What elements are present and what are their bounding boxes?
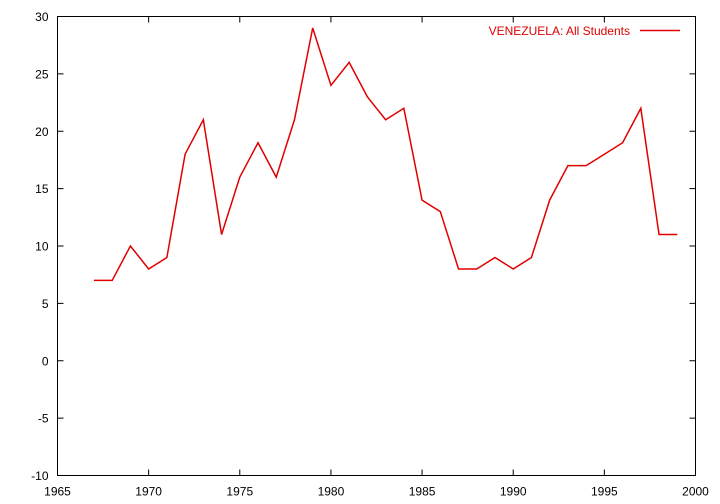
y-tick-label: -10 [31,469,49,483]
legend: VENEZUELA: All Students [489,24,680,38]
y-tick-label: 0 [42,354,49,368]
plot-area [93,27,678,282]
y-tick-label: 15 [35,182,49,196]
y-tick-label: 20 [35,125,49,139]
x-tick-label: 1970 [135,485,162,499]
x-tick-label: 2000 [682,485,709,499]
y-tick-label: -5 [38,412,49,426]
y-tick-label: 5 [42,297,49,311]
y-tick-label: 25 [35,67,49,81]
x-tick-label: 1980 [318,485,345,499]
axis-ticks: 1965 1970 1975 1980 1985 1990 1995 2000 -10 -5 0 5 1… [31,10,709,499]
legend-label: VENEZUELA: All Students [489,24,630,38]
x-tick-label: 1975 [226,485,253,499]
y-tick-label: 10 [35,240,49,254]
x-tick-label: 1990 [500,485,527,499]
x-tick-label: 1995 [591,485,618,499]
x-tick-label: 1985 [409,485,436,499]
x-tick-label: 1965 [44,485,71,499]
y-tick-label: 30 [35,10,49,24]
plot-frame [57,16,696,476]
